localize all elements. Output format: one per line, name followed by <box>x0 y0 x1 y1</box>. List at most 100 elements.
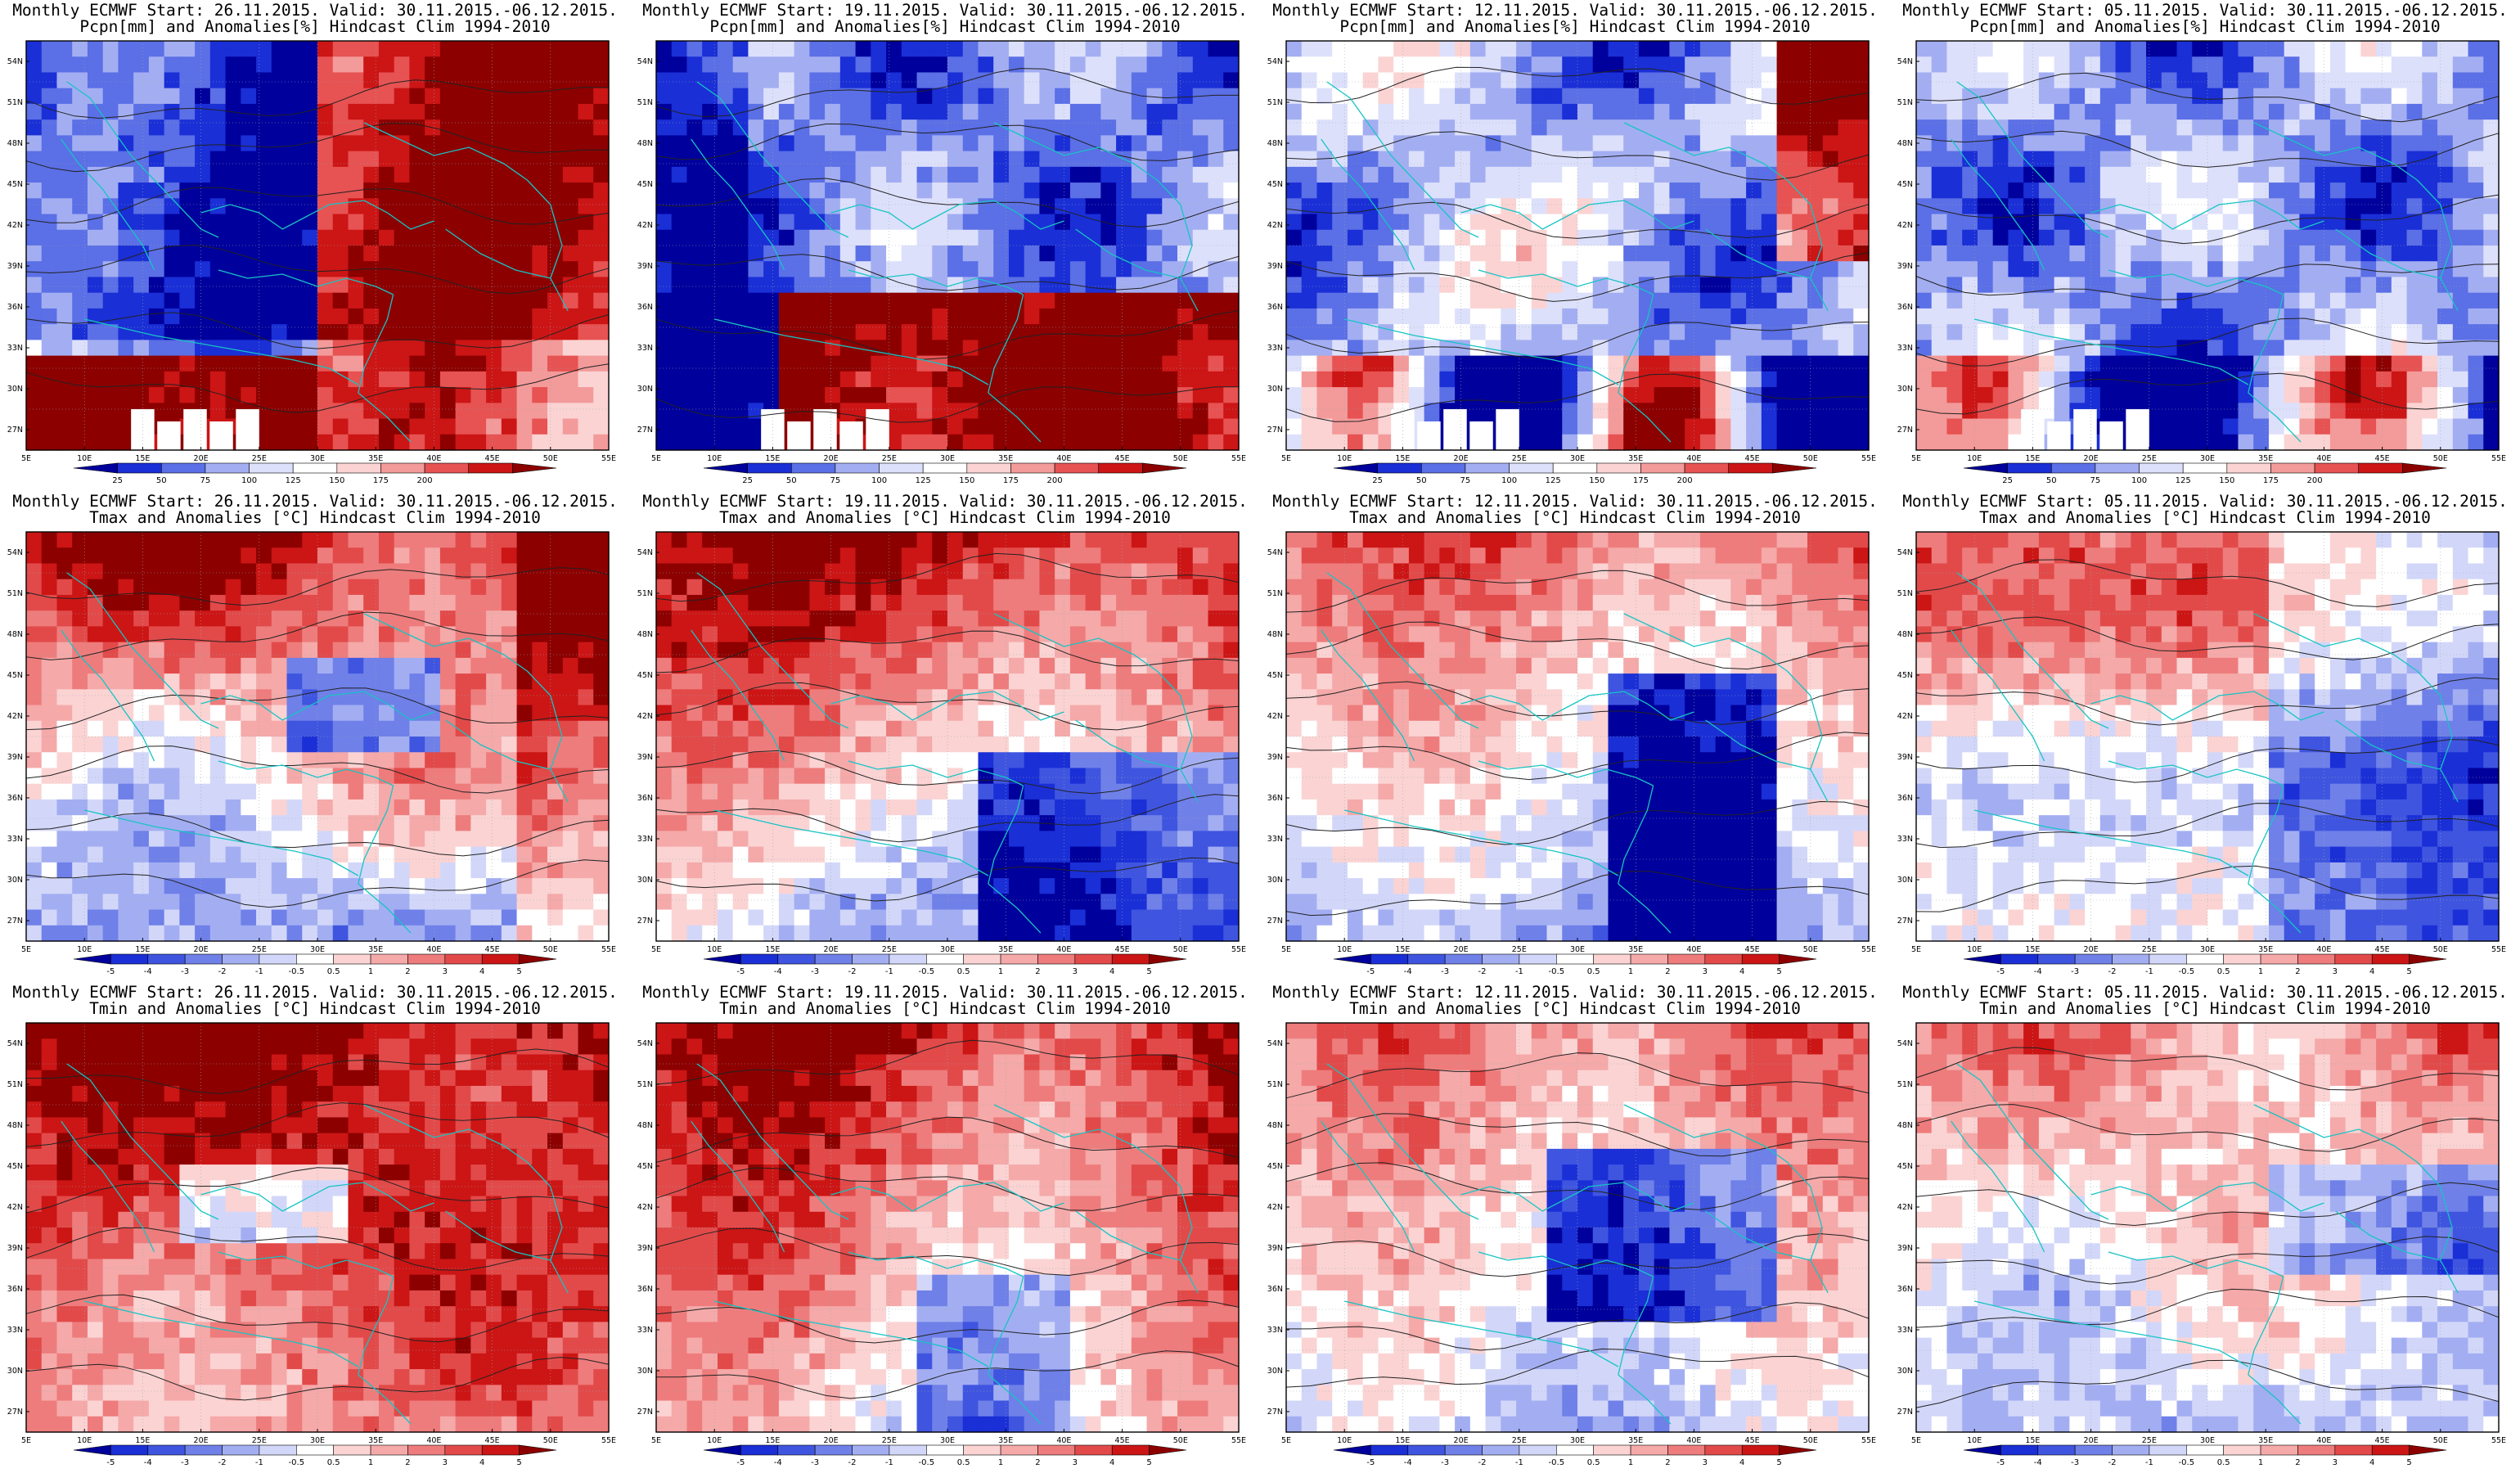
colorbar <box>1963 1444 2447 1456</box>
lat-label: 27N <box>1267 1408 1283 1417</box>
lat-label: 42N <box>1267 712 1283 721</box>
lat-label: 54N <box>637 1039 653 1048</box>
lat-label: 54N <box>1897 57 1913 66</box>
lat-label: 36N <box>1267 1285 1283 1294</box>
map-panel: Monthly ECMWF Start: 12.11.2015. Valid: … <box>1260 0 1890 491</box>
lon-label: 5E <box>1911 945 1921 954</box>
colorbar-tick-label: 1 <box>1628 1458 1633 1467</box>
coastlines <box>1321 81 1829 443</box>
lat-label: 54N <box>1267 548 1283 557</box>
lat-label: 51N <box>1267 1080 1283 1089</box>
colorbar-tick-label: -0.5 <box>2179 1458 2195 1467</box>
colorbar-tick-label: 75 <box>2090 476 2101 485</box>
colorbar <box>703 462 1187 474</box>
colorbar-tick-label: 2 <box>405 1458 410 1467</box>
panel-title-run: Monthly ECMWF Start: 12.11.2015. Valid: … <box>1272 1 1878 20</box>
colorbar-tick-label: 5 <box>2406 967 2411 976</box>
lon-label: 40E <box>1686 454 1701 463</box>
lon-label: 50E <box>1803 1436 1818 1445</box>
lon-label: 25E <box>1512 1436 1527 1445</box>
lat-label: 36N <box>7 303 23 312</box>
colorbar-tick-label: 4 <box>1739 967 1744 976</box>
lon-label: 45E <box>1745 1436 1760 1445</box>
lon-label: 5E <box>651 945 661 954</box>
lon-label: 45E <box>485 945 500 954</box>
graticule <box>656 41 1239 450</box>
coastlines <box>61 572 569 934</box>
lon-label: 25E <box>882 454 897 463</box>
colorbar-tick-label: -1 <box>255 1458 263 1467</box>
lat-label: 48N <box>7 1121 23 1130</box>
colorbar-tick-label: 0.5 <box>2217 967 2230 976</box>
lat-label: 48N <box>7 630 23 639</box>
lon-label: 25E <box>252 1436 267 1445</box>
lat-label: 36N <box>7 1285 23 1294</box>
lon-label: 35E <box>998 945 1013 954</box>
lat-label: 45N <box>637 671 653 680</box>
lon-label: 30E <box>2200 1436 2215 1445</box>
panel-title-variable: Tmax and Anomalies [°C] Hindcast Clim 19… <box>719 508 1171 527</box>
coastlines <box>61 1063 569 1425</box>
lon-label: 50E <box>2433 1436 2448 1445</box>
lon-label: 55E <box>2491 945 2506 954</box>
lon-label: 35E <box>998 1436 1013 1445</box>
map-panel: Monthly ECMWF Start: 26.11.2015. Valid: … <box>0 982 630 1473</box>
lat-label: 33N <box>637 835 653 844</box>
lon-label: 30E <box>1570 945 1585 954</box>
lat-label: 27N <box>1267 426 1283 435</box>
colorbar-tick-label: -5 <box>1996 967 2005 976</box>
lon-label: 25E <box>882 1436 897 1445</box>
lat-label: 45N <box>637 180 653 189</box>
lon-label: 10E <box>77 945 92 954</box>
lon-label: 20E <box>824 1436 839 1445</box>
colorbar-tick-label: 1 <box>998 1458 1003 1467</box>
panel-title-run: Monthly ECMWF Start: 12.11.2015. Valid: … <box>1272 983 1878 1002</box>
lon-label: 35E <box>1628 945 1643 954</box>
colorbar-tick-label: 75 <box>200 476 211 485</box>
colorbar-tick-label: 200 <box>1047 476 1063 485</box>
colorbar-tick-label: -5 <box>1366 967 1375 976</box>
lat-label: 39N <box>1267 753 1283 762</box>
lat-label: 51N <box>1897 589 1913 598</box>
lat-label: 42N <box>637 1203 653 1212</box>
lat-label: 54N <box>7 1039 23 1048</box>
colorbar-tick-label: -3 <box>811 1458 819 1467</box>
climatology-contours <box>25 1048 610 1401</box>
map-canvas: 54N 51N 48N 45N 42N 39N 36N 33N 30N 27N 5E 10E 15E 20… <box>1897 40 2506 485</box>
lat-label: 51N <box>7 1080 23 1089</box>
lat-label: 33N <box>7 344 23 353</box>
lon-label: 40E <box>426 1436 441 1445</box>
lon-label: 40E <box>1686 1436 1701 1445</box>
lon-label: 40E <box>426 945 441 954</box>
lon-label: 30E <box>2200 945 2215 954</box>
lat-label: 33N <box>637 1326 653 1335</box>
colorbar-tick-label: 125 <box>2176 476 2191 485</box>
colorbar-tick-label: 3 <box>2333 967 2338 976</box>
lat-label: 30N <box>1267 385 1283 394</box>
lon-label: 35E <box>998 454 1013 463</box>
colorbar-tick-label: -3 <box>2071 967 2079 976</box>
colorbar-tick-label: 150 <box>329 476 344 485</box>
lon-label: 50E <box>1173 1436 1188 1445</box>
lat-label: 36N <box>1897 794 1913 803</box>
lat-label: 42N <box>1267 1203 1283 1212</box>
lon-label: 50E <box>543 1436 558 1445</box>
lon-label: 5E <box>1911 454 1921 463</box>
lat-label: 51N <box>637 589 653 598</box>
lat-label: 36N <box>1267 794 1283 803</box>
lon-label: 35E <box>368 1436 383 1445</box>
colorbar-tick-label: 175 <box>2263 476 2279 485</box>
colorbar-tick-label: 75 <box>1460 476 1471 485</box>
colorbar-tick-label: 1 <box>368 1458 373 1467</box>
lat-label: 54N <box>637 57 653 66</box>
lon-label: 40E <box>1056 1436 1071 1445</box>
climatology-contours <box>655 1039 1240 1399</box>
lon-label: 15E <box>2025 945 2040 954</box>
colorbar <box>1333 953 1817 965</box>
colorbar-tick-label: 4 <box>2369 967 2374 976</box>
colorbar <box>73 1444 557 1456</box>
graticule <box>1286 1023 1869 1432</box>
colorbar-tick-label: -0.5 <box>289 1458 305 1467</box>
lat-label: 45N <box>7 671 23 680</box>
map-canvas: 54N 51N 48N 45N 42N 39N 36N 33N 30N 27N 5E 10E 15E 20… <box>637 40 1246 485</box>
